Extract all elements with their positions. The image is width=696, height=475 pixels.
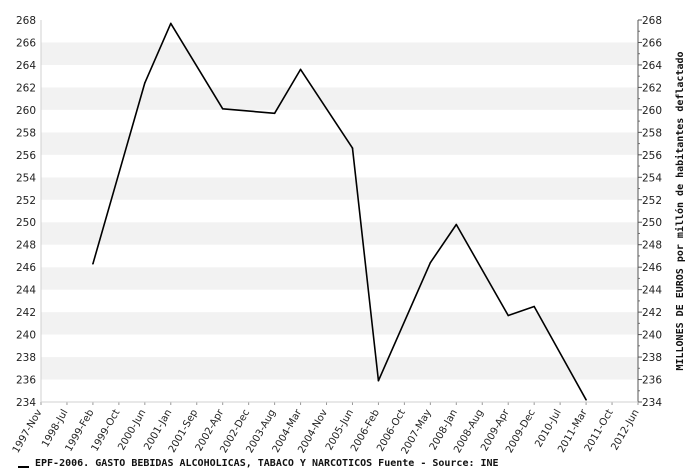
y-tick-label-right: 260 (642, 105, 662, 117)
y-tick-label-right: 266 (642, 37, 662, 49)
y-tick-label-left: 240 (16, 330, 36, 342)
y-tick-label-left: 244 (16, 285, 36, 297)
grid-band (41, 357, 638, 380)
grid-band (41, 199, 638, 223)
data-point (144, 82, 146, 84)
grid-band (41, 177, 638, 200)
y-tick-label-right: 264 (642, 60, 662, 72)
legend: EPF-2006. GASTO BEBIDAS ALCOHOLICAS, TAB… (18, 458, 499, 469)
grid-band (41, 87, 638, 110)
data-point (299, 68, 302, 71)
grid-band (41, 312, 638, 335)
grid-band (41, 109, 638, 133)
grid-band (41, 20, 638, 43)
y-axis-label: MILLONES DE EUROS por millón de habitant… (674, 51, 686, 370)
grid-band (41, 244, 638, 268)
y-tick-label-left: 236 (16, 375, 36, 387)
y-tick-label-left: 256 (16, 150, 36, 162)
y-tick-label-left: 238 (16, 352, 36, 364)
data-point (507, 314, 510, 317)
y-tick-label-left: 264 (16, 60, 36, 72)
y-tick-label-right: 244 (642, 285, 662, 297)
grid-bands (41, 20, 638, 402)
y-tick-label-right: 246 (642, 262, 662, 274)
y-tick-label-left: 242 (16, 307, 36, 319)
data-point (92, 263, 94, 265)
y-tick-label-right: 236 (642, 375, 662, 387)
y-tick-label-right: 242 (642, 307, 662, 319)
y-tick-label-left: 248 (16, 240, 36, 252)
y-tick-label-left: 250 (16, 217, 36, 229)
x-tick-label: 1997-Nov (11, 408, 45, 456)
grid-band (41, 132, 638, 155)
y-tick-label-right: 258 (642, 127, 662, 139)
y-tick-label-right: 250 (642, 217, 662, 229)
grid-band (41, 64, 638, 88)
y-tick-label-right: 256 (642, 150, 662, 162)
y-tick-label-right: 268 (642, 15, 662, 27)
data-point (429, 261, 432, 264)
y-tick-label-left: 254 (16, 172, 36, 184)
grid-band (41, 289, 638, 313)
data-point (221, 108, 224, 110)
data-point (455, 223, 458, 226)
grid-band (41, 42, 638, 65)
left-y-axis: 234 236 238 240 242 244 246 248 250 252 254 256 258 2… (16, 15, 36, 409)
y-tick-label-left: 268 (16, 15, 36, 27)
y-tick-label-right: 240 (642, 330, 662, 342)
y-tick-label-right: 238 (642, 352, 662, 364)
y-tick-label-left: 262 (16, 82, 36, 94)
y-tick-label-left: 234 (16, 397, 36, 409)
grid-band (41, 154, 638, 178)
y-tick-label-right: 234 (642, 397, 662, 409)
y-tick-label-left: 252 (16, 195, 36, 207)
y-tick-label-left: 258 (16, 127, 36, 139)
data-point (169, 22, 172, 25)
legend-label: EPF-2006. GASTO BEBIDAS ALCOHOLICAS, TAB… (35, 458, 499, 469)
y-tick-label-left: 266 (16, 37, 36, 49)
right-y-axis: 234 236 238 240 242 244 246 248 250 252 254 256 258 2… (638, 15, 662, 409)
grid-band (41, 222, 638, 245)
grid-band (41, 334, 638, 358)
legend-swatch (18, 465, 29, 468)
y-tick-label-left: 246 (16, 262, 36, 274)
y-tick-label-left: 260 (16, 105, 36, 117)
data-point (585, 399, 587, 401)
data-point (273, 112, 276, 115)
y-tick-label-right: 252 (642, 195, 662, 207)
y-tick-label-right: 254 (642, 172, 662, 184)
x-axis: 1997-Nov1998-Jul1999-Feb1999-Oct2000-Jun… (11, 402, 642, 456)
grid-band (41, 379, 638, 402)
data-point (377, 379, 380, 382)
y-tick-label-right: 262 (642, 82, 662, 94)
data-point (351, 147, 354, 149)
y-tick-label-right: 248 (642, 240, 662, 252)
data-point (533, 305, 535, 308)
grid-band (41, 267, 638, 290)
